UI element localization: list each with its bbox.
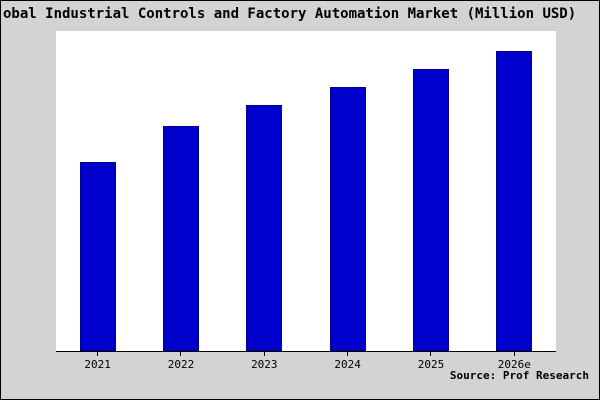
chart-title: obal Industrial Controls and Factory Aut… xyxy=(3,6,577,22)
x-tick: 2021 xyxy=(56,352,139,371)
x-tick: 2025 xyxy=(389,352,472,371)
source-label: Source: Prof Research xyxy=(449,369,589,382)
x-tick-label: 2021 xyxy=(84,358,111,371)
x-tick: 2024 xyxy=(306,352,389,371)
x-tick: 2026e xyxy=(473,352,556,371)
tick-mark xyxy=(430,352,432,356)
tick-mark xyxy=(513,352,515,356)
plot-area xyxy=(56,31,556,352)
x-tick-label: 2025 xyxy=(417,358,445,371)
bar-2023 xyxy=(246,105,283,351)
bar-slot xyxy=(223,31,306,351)
x-tick-label: 2023 xyxy=(251,358,278,371)
bar-2026e xyxy=(496,51,533,351)
tick-mark xyxy=(180,352,182,356)
x-axis-labels: 2021 2022 2023 2024 2025 2026e xyxy=(56,352,556,371)
tick-mark xyxy=(97,352,99,356)
bar-slot xyxy=(56,31,139,351)
x-tick-label: 2026e xyxy=(497,358,531,371)
bar-slot xyxy=(139,31,222,351)
x-tick-label: 2024 xyxy=(334,358,361,371)
bar-2022 xyxy=(162,126,199,351)
bar-slot xyxy=(389,31,472,351)
tick-mark xyxy=(347,352,349,356)
x-tick: 2023 xyxy=(223,352,306,371)
tick-mark xyxy=(263,352,265,356)
x-tick-label: 2022 xyxy=(167,358,195,371)
bar-slot xyxy=(306,31,389,351)
bar-2024 xyxy=(329,87,366,351)
x-tick: 2022 xyxy=(139,352,222,371)
bar-2025 xyxy=(412,69,449,351)
bar-slot xyxy=(473,31,556,351)
bar-2021 xyxy=(79,162,116,351)
